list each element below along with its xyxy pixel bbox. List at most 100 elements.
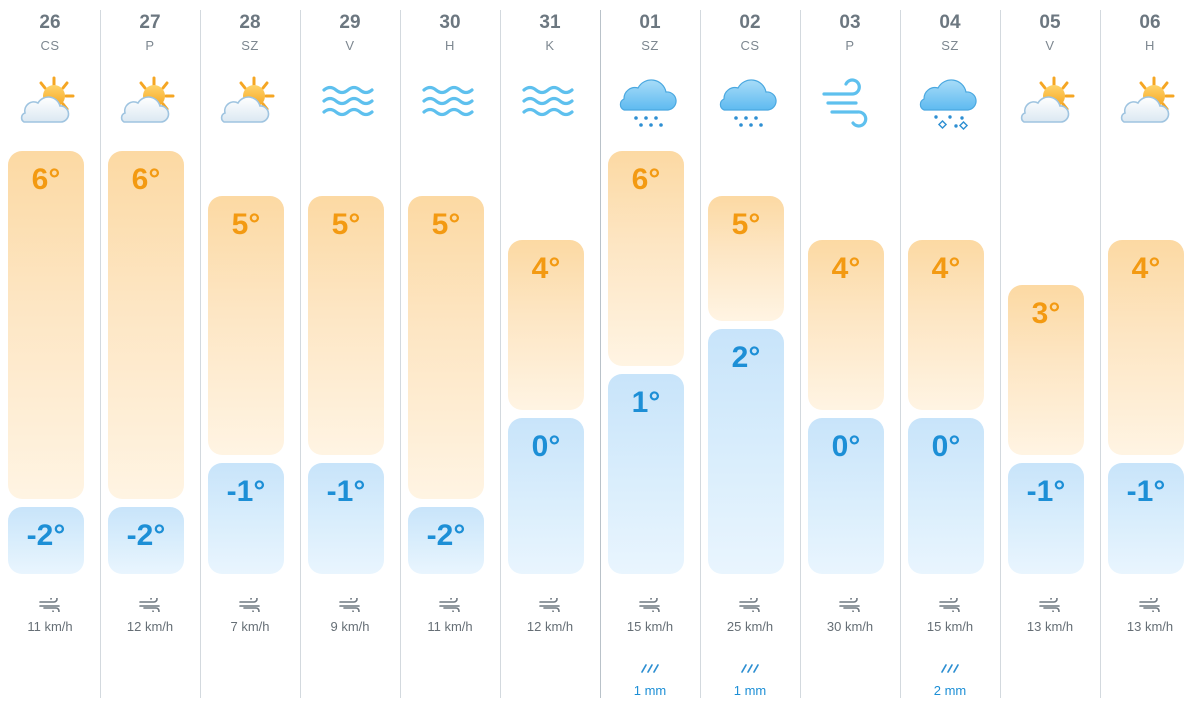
- max-temp-label: 4°: [831, 252, 861, 285]
- max-temp-bar: 6°: [608, 151, 684, 366]
- wind-icon: [137, 595, 163, 615]
- day-of-week: SZ: [941, 38, 959, 53]
- day-of-week: CS: [40, 38, 60, 53]
- min-temp-bar: -2°: [8, 507, 84, 574]
- min-temp-bar: -1°: [208, 462, 284, 574]
- wind-icon: [437, 595, 463, 615]
- max-temp-label: 5°: [331, 207, 361, 241]
- day-column[interactable]: 26 CS 6° -2° 11 km/h: [0, 0, 100, 708]
- min-temp-bar: -2°: [408, 507, 484, 574]
- day-column[interactable]: 31 K 4° 0° 12 km/h: [500, 0, 600, 708]
- day-date: 27: [139, 12, 161, 33]
- wind-speed: 25 km/h: [726, 619, 774, 634]
- partly-sunny-icon: [16, 72, 80, 132]
- day-date: 28: [239, 12, 261, 33]
- min-temp-bar: -1°: [1008, 462, 1084, 574]
- day-date: 01: [639, 12, 661, 33]
- max-temp-bar: 5°: [308, 195, 384, 455]
- min-temp-bar: 0°: [908, 418, 984, 574]
- max-temp-label: 4°: [1131, 252, 1161, 285]
- wind-speed: 12 km/h: [126, 619, 174, 634]
- partly-sunny-icon: [116, 72, 180, 132]
- rain-cloud-icon: [616, 72, 680, 132]
- precipitation-icon: [737, 661, 763, 673]
- min-temp-label: 0°: [831, 430, 861, 463]
- day-of-week: H: [445, 38, 455, 53]
- max-temp-bar: 5°: [408, 195, 484, 499]
- day-column[interactable]: 29 V 5° -1° 9 km/h: [300, 0, 400, 708]
- min-temp-bar: -1°: [308, 462, 384, 574]
- day-date: 29: [339, 12, 361, 33]
- rain-cloud-icon: [716, 72, 780, 132]
- day-date: 04: [939, 12, 961, 33]
- precipitation-icon: [637, 661, 663, 673]
- max-temp-label: 5°: [431, 207, 461, 241]
- day-date: 03: [839, 12, 861, 33]
- min-temp-bar: 0°: [508, 418, 584, 574]
- day-of-week: SZ: [241, 38, 259, 53]
- max-temp-label: 5°: [231, 207, 261, 241]
- wind-icon: [37, 595, 63, 615]
- min-temp-label: 0°: [531, 430, 561, 463]
- wind-icon: [816, 72, 880, 132]
- wind-speed: 9 km/h: [330, 619, 370, 634]
- min-temp-label: -2°: [26, 519, 66, 552]
- day-column[interactable]: 01 SZ 6° 1° 15 km/h 1 mm: [600, 0, 700, 708]
- day-column[interactable]: 05 V 3° -1° 13 km/h: [1000, 0, 1100, 708]
- min-temp-label: -1°: [1026, 474, 1066, 508]
- day-of-week: P: [145, 38, 155, 53]
- wind-icon: [737, 595, 763, 615]
- wind-speed: 15 km/h: [626, 619, 674, 634]
- max-temp-bar: 5°: [208, 195, 284, 455]
- fog-icon: [416, 72, 480, 132]
- wind-speed: 11 km/h: [27, 619, 73, 634]
- max-temp-bar: 6°: [108, 151, 184, 499]
- min-temp-label: -2°: [426, 519, 466, 552]
- partly-sunny-icon: [1116, 72, 1180, 132]
- day-of-week: K: [545, 38, 555, 53]
- day-date: 02: [739, 12, 761, 33]
- wind-speed: 12 km/h: [526, 619, 574, 634]
- partly-sunny-icon: [216, 72, 280, 132]
- max-temp-label: 6°: [631, 163, 661, 196]
- max-temp-bar: 3°: [1008, 284, 1084, 455]
- day-column[interactable]: 06 H 4° -1° 13 km/h: [1100, 0, 1200, 708]
- wind-icon: [1137, 595, 1163, 615]
- max-temp-bar: 4°: [908, 240, 984, 410]
- min-temp-label: 2°: [731, 341, 761, 374]
- max-temp-label: 4°: [531, 252, 561, 285]
- wind-icon: [1037, 595, 1063, 615]
- day-column[interactable]: 02 CS 5° 2° 25 km/h 1 mm: [700, 0, 800, 708]
- max-temp-label: 4°: [931, 252, 961, 285]
- min-temp-bar: 1°: [608, 373, 684, 574]
- min-temp-bar: -2°: [108, 507, 184, 574]
- min-temp-label: 0°: [931, 430, 961, 463]
- max-temp-label: 6°: [131, 163, 161, 196]
- day-of-week: H: [1145, 38, 1155, 53]
- day-date: 26: [39, 12, 61, 33]
- day-of-week: P: [845, 38, 855, 53]
- day-column[interactable]: 27 P 6° -2° 12 km/h: [100, 0, 200, 708]
- wind-icon: [237, 595, 263, 615]
- day-date: 06: [1139, 12, 1161, 33]
- precipitation-amount: 1 mm: [633, 683, 667, 698]
- sleet-cloud-icon: [916, 72, 980, 132]
- day-column[interactable]: 28 SZ 5° -1° 7 km/h: [200, 0, 300, 708]
- max-temp-bar: 4°: [1108, 240, 1184, 455]
- wind-speed: 7 km/h: [230, 619, 270, 634]
- precipitation-amount: 2 mm: [933, 683, 967, 698]
- wind-icon: [837, 595, 863, 615]
- day-date: 05: [1039, 12, 1061, 33]
- wind-icon: [937, 595, 963, 615]
- min-temp-label: -1°: [1126, 474, 1166, 508]
- day-column[interactable]: 03 P 4° 0° 30 km/h: [800, 0, 900, 708]
- min-temp-label: 1°: [631, 385, 661, 419]
- max-temp-bar: 6°: [8, 151, 84, 499]
- wind-speed: 11 km/h: [427, 619, 473, 634]
- min-temp-bar: 2°: [708, 329, 784, 574]
- min-temp-bar: -1°: [1108, 462, 1184, 574]
- day-column[interactable]: 04 SZ 4° 0° 15 km/h 2 mm: [900, 0, 1000, 708]
- day-column[interactable]: 30 H 5° -2° 11 km/h: [400, 0, 500, 708]
- fog-icon: [316, 72, 380, 132]
